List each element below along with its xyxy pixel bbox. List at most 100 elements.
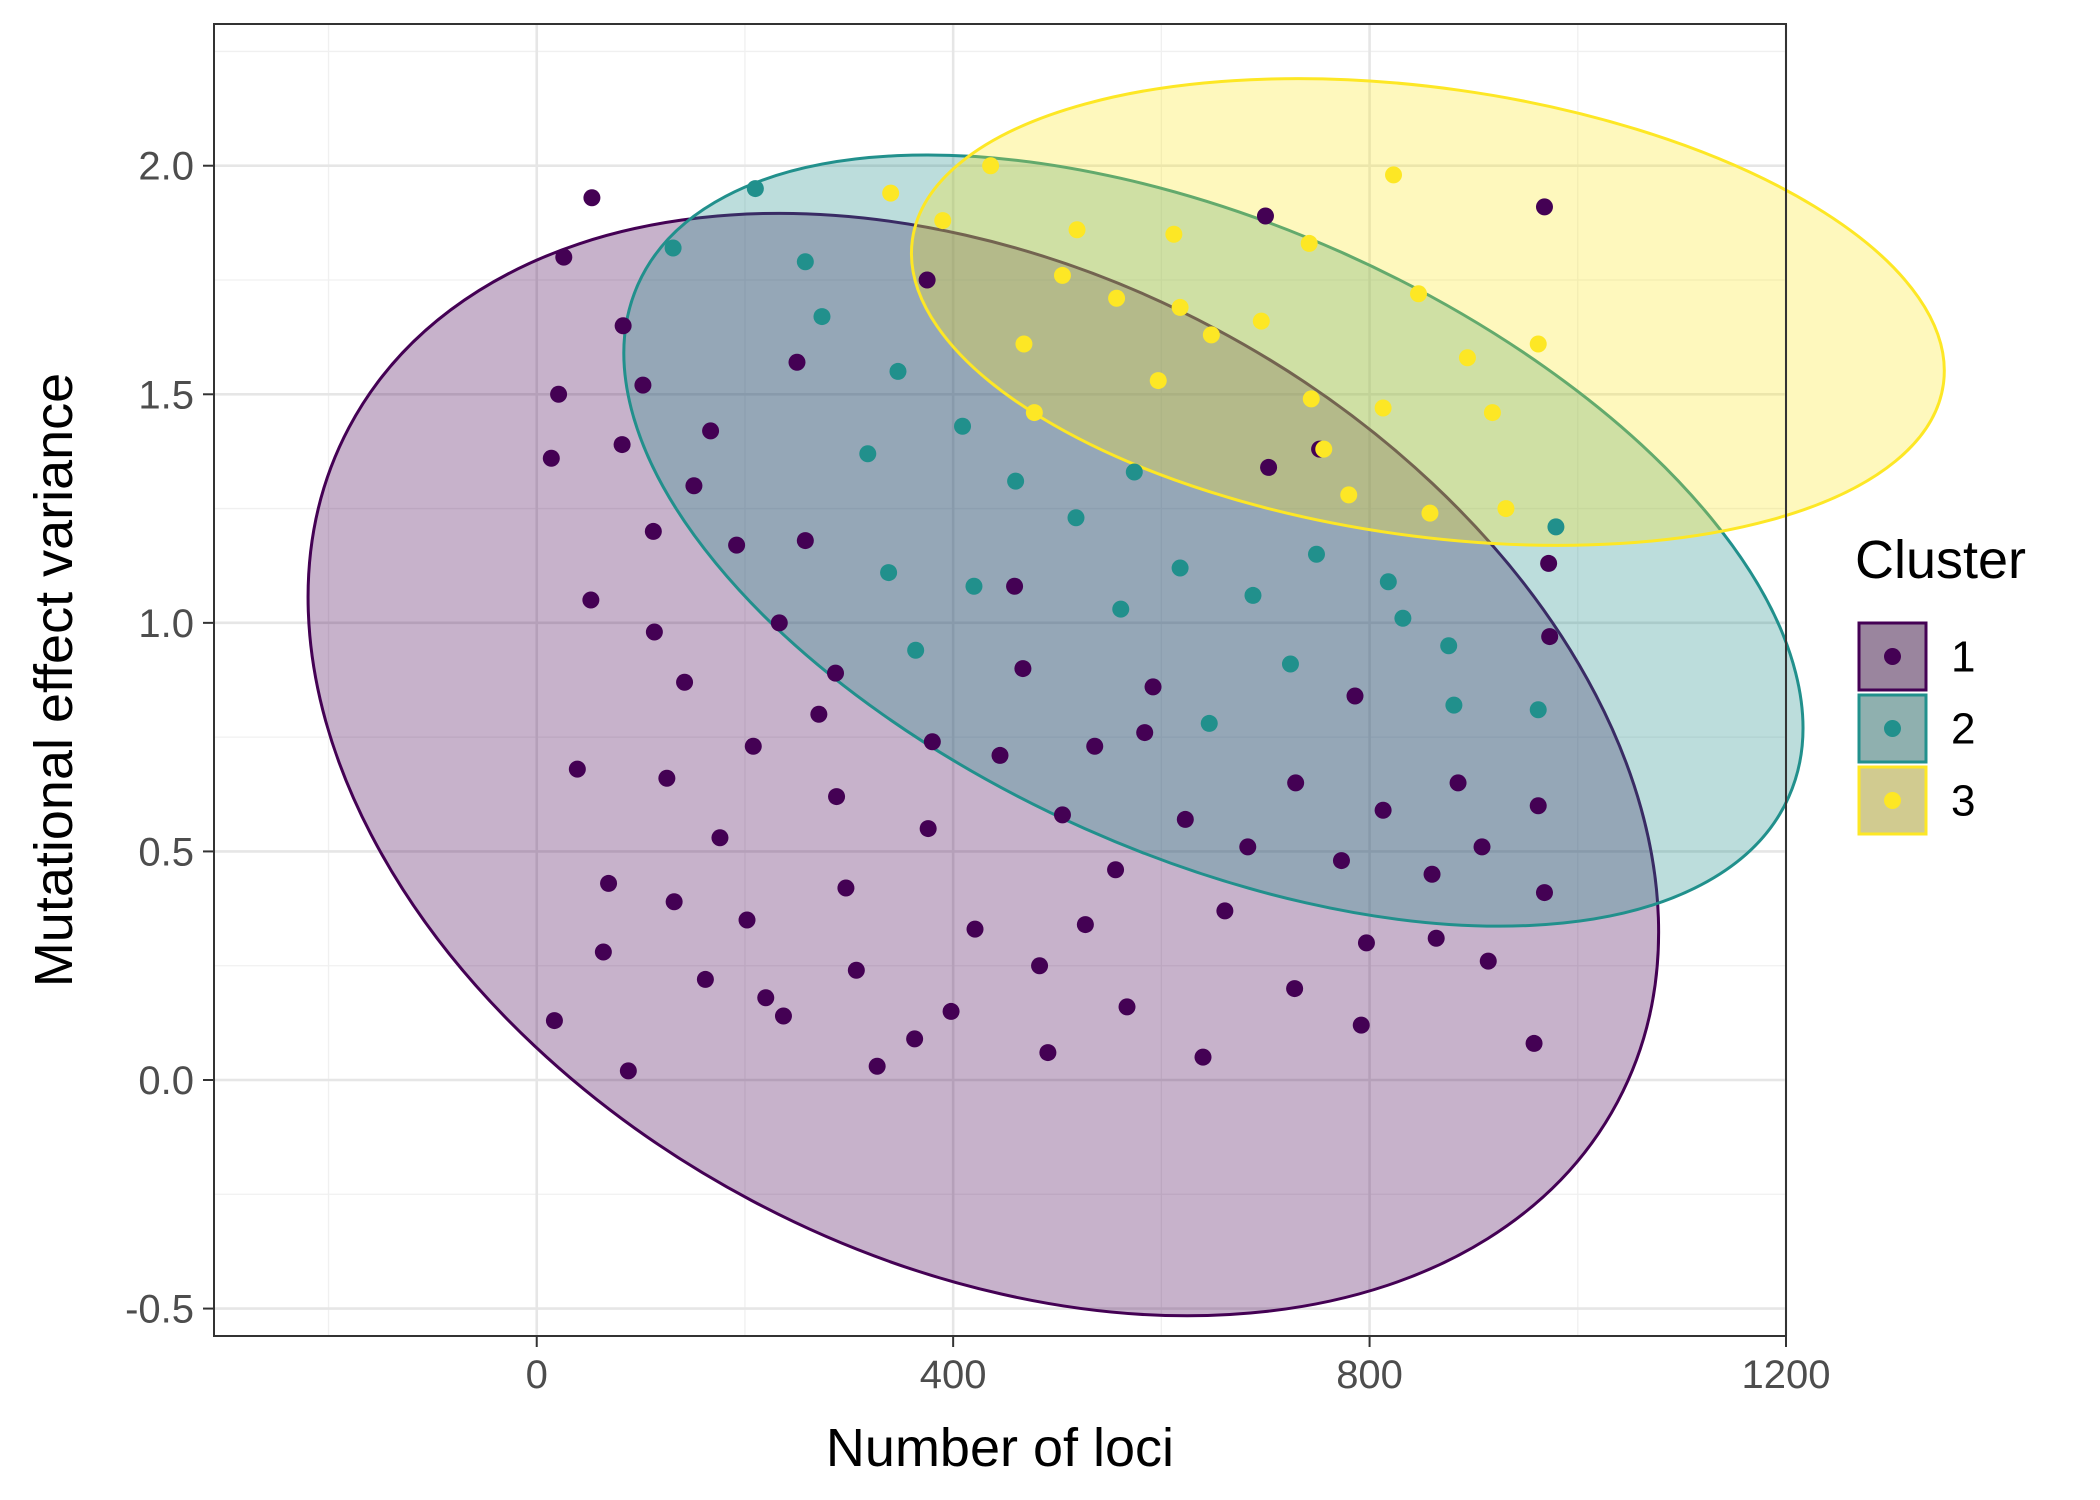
- cluster-2-point: [1171, 559, 1189, 577]
- cluster-3-point: [1068, 221, 1086, 239]
- cluster-1-point: [1076, 916, 1094, 934]
- cluster-1-point: [555, 248, 573, 266]
- cluster-1-point: [1529, 797, 1547, 815]
- cluster-1-point: [1144, 678, 1162, 696]
- cluster-1-point: [1346, 687, 1364, 705]
- cluster-2-point: [1007, 472, 1025, 490]
- cluster-1-point: [568, 760, 586, 778]
- cluster-1-point: [1374, 801, 1392, 819]
- cluster-1-point: [1107, 861, 1125, 879]
- cluster-3-point: [1529, 335, 1547, 353]
- y-tick-label: 0.5: [138, 830, 194, 874]
- cluster-2-point: [664, 239, 682, 257]
- x-tick-label: 1200: [1742, 1353, 1831, 1397]
- cluster-1-point: [966, 920, 984, 938]
- cluster-3-point: [1165, 225, 1183, 243]
- cluster-3-point: [1410, 285, 1428, 303]
- cluster-1-point: [614, 317, 632, 335]
- y-tick-label: 1.5: [138, 373, 194, 417]
- cluster-1-point: [711, 829, 729, 847]
- cluster-2-point: [1445, 696, 1463, 714]
- x-axis: 0 400 800 1200: [526, 1336, 1831, 1397]
- cluster-1-point: [1039, 1044, 1057, 1062]
- cluster-1-point: [1473, 838, 1491, 856]
- cluster-1-point: [1006, 577, 1024, 595]
- cluster-3-point: [1385, 166, 1403, 184]
- cluster-2-point: [954, 417, 972, 435]
- cluster-3-point: [1315, 440, 1333, 458]
- cluster-1-point: [594, 943, 612, 961]
- cluster-2-point: [1067, 509, 1085, 527]
- cluster-1-point: [1535, 884, 1553, 902]
- cluster-1-point: [906, 1030, 924, 1048]
- cluster-3-point: [1171, 298, 1189, 316]
- cluster-1-point: [545, 1012, 563, 1030]
- cluster-1-point: [600, 874, 618, 892]
- legend-keys: 1 2 3: [1857, 621, 1975, 836]
- cluster-1-point: [583, 189, 601, 207]
- grid-lines: [214, 24, 1788, 1336]
- cluster-1-point: [1541, 628, 1559, 646]
- cluster-1-point: [1352, 1016, 1370, 1034]
- cluster-3-point: [982, 157, 1000, 175]
- y-tick-label: 1.0: [138, 602, 194, 646]
- cluster-1-point: [676, 673, 694, 691]
- cluster-1-point: [918, 271, 936, 289]
- y-tick-label: 2.0: [138, 145, 194, 189]
- cluster-1-point: [827, 664, 845, 682]
- cluster-1-point: [774, 1007, 792, 1025]
- cluster-1-point: [645, 623, 663, 641]
- cluster-3-point: [1483, 404, 1501, 422]
- cluster-2-point: [1244, 586, 1262, 604]
- cluster-3-point: [882, 184, 900, 202]
- cluster-1-point: [1427, 929, 1445, 947]
- cluster-1-point: [1357, 934, 1375, 952]
- cluster-1-point: [1031, 957, 1049, 975]
- cluster-points: [542, 157, 1565, 1080]
- cluster-1-point: [696, 970, 714, 988]
- cluster-2-point: [1529, 701, 1547, 719]
- cluster-2-point: [1200, 714, 1218, 732]
- x-tick-label: 400: [920, 1353, 987, 1397]
- y-tick-label: 0.0: [138, 1059, 194, 1103]
- legend-key-1-marker: [1884, 648, 1901, 665]
- cluster-2-point: [1440, 637, 1458, 655]
- cluster-3-point: [934, 212, 952, 230]
- cluster-1-point: [702, 422, 720, 440]
- cluster-2-point: [1112, 600, 1130, 618]
- cluster-2-point: [813, 308, 831, 326]
- cluster-1-point: [619, 1062, 637, 1080]
- cluster-2-point: [907, 641, 925, 659]
- cluster-ellipses: [306, 77, 1946, 1318]
- cluster-1-point: [1053, 806, 1071, 824]
- x-tick-label: 0: [526, 1353, 548, 1397]
- cluster-1-point: [738, 911, 756, 929]
- cluster-1-point: [770, 614, 788, 632]
- cluster-2-point: [1281, 655, 1299, 673]
- cluster-2-point: [965, 577, 983, 595]
- cluster-1-point: [582, 591, 600, 609]
- cluster-1-point: [1194, 1048, 1212, 1066]
- cluster-3-point: [1374, 399, 1392, 417]
- cluster-1-point: [550, 385, 568, 403]
- legend-title: Cluster: [1855, 530, 2026, 590]
- cluster-3-point: [1202, 326, 1220, 344]
- cluster-3-point: [1108, 289, 1126, 307]
- cluster-1-point: [1423, 865, 1441, 883]
- cluster-1-point: [1136, 724, 1154, 742]
- cluster-1-point: [1118, 998, 1136, 1016]
- cluster-1-point: [1256, 207, 1274, 225]
- cluster-1-point: [1176, 810, 1194, 828]
- cluster-1-point: [837, 879, 855, 897]
- cluster-1-point: [613, 436, 631, 454]
- cluster-3-point: [1252, 312, 1270, 330]
- cluster-3-point: [1015, 335, 1033, 353]
- cluster-2-ellipse: [622, 153, 1805, 928]
- cluster-1-point: [542, 449, 560, 467]
- y-axis: -0.5 0.0 0.5 1.0 1.5 2.0: [125, 145, 214, 1332]
- cluster-1-point: [868, 1057, 886, 1075]
- x-axis-label: Number of loci: [826, 1418, 1174, 1478]
- cluster-1-point: [1287, 774, 1305, 792]
- cluster-1-point: [810, 705, 828, 723]
- cluster-2-point: [1125, 463, 1143, 481]
